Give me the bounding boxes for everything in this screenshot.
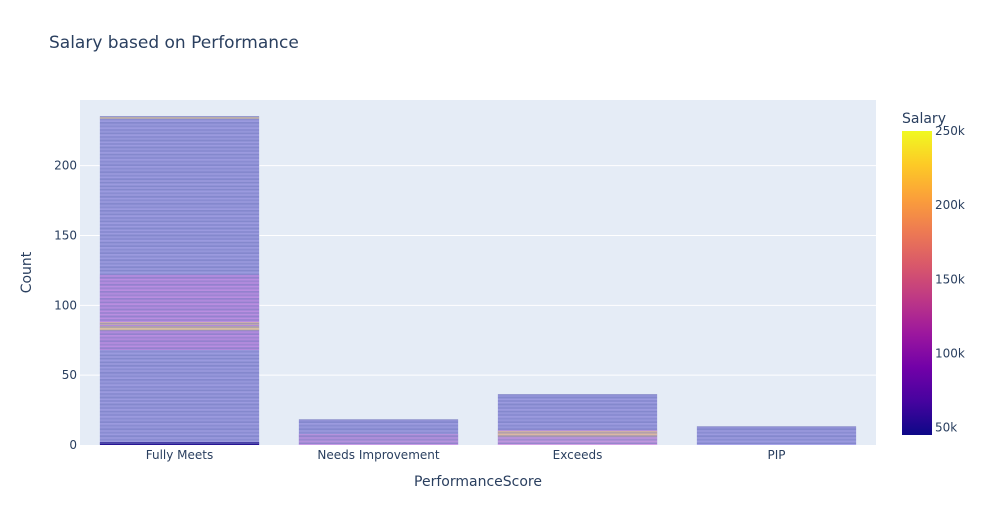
colorbar-tick-label: 50k — [935, 421, 957, 435]
colorbar-tick-label: 250k — [935, 124, 965, 138]
bar-salary-band — [99, 326, 260, 331]
y-axis-title: Count — [19, 251, 35, 293]
x-tick-label: PIP — [767, 448, 785, 462]
y-tick-label: 0 — [69, 438, 77, 452]
colorbar-tick-label: 100k — [935, 346, 965, 360]
colorbar-tick-label: 200k — [935, 198, 965, 212]
x-tick-label: Fully Meets — [146, 448, 214, 462]
bar-pip[interactable] — [696, 426, 857, 445]
bar-exceeds[interactable] — [497, 394, 658, 445]
y-tick-label: 50 — [62, 368, 77, 382]
y-tick-label: 100 — [54, 298, 77, 312]
y-tick-label: 200 — [54, 159, 77, 173]
colorbar — [902, 131, 932, 435]
bar-needs-improvement[interactable] — [298, 419, 459, 445]
colorbar-tick-label: 150k — [935, 272, 965, 286]
x-axis-title: PerformanceScore — [414, 474, 542, 490]
y-tick-label: 150 — [54, 228, 77, 242]
x-tick-label: Needs Improvement — [317, 448, 439, 462]
x-tick-label: Exceeds — [553, 448, 603, 462]
chart-title: Salary based on Performance — [49, 33, 299, 53]
bar-fully-meets[interactable] — [99, 116, 260, 445]
bars-group — [99, 116, 857, 445]
colorbar-title: Salary — [902, 111, 946, 127]
